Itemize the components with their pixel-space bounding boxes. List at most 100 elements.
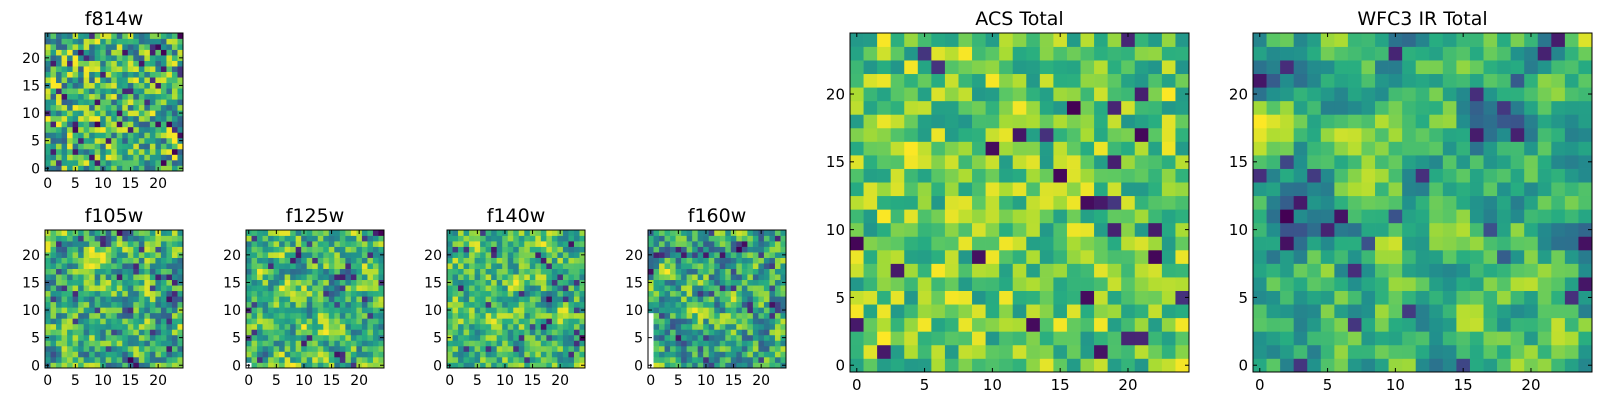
heatmap-cell [1080, 33, 1095, 47]
heatmap-cell [458, 285, 464, 292]
heatmap-cell [719, 285, 726, 292]
heatmap-cell [877, 195, 892, 210]
heatmap-cell [166, 285, 173, 292]
heatmap-cell [917, 33, 932, 47]
heatmap-cell [78, 230, 84, 236]
heatmap-cell [1347, 60, 1362, 75]
heatmap-cell [78, 126, 84, 133]
heatmap-cell [268, 301, 274, 308]
heatmap-cell [1578, 331, 1593, 346]
heatmap-cell [463, 323, 470, 330]
heatmap-cell [160, 268, 167, 275]
heatmap-cell [290, 279, 297, 286]
heatmap-cell [972, 331, 986, 346]
heatmap-cell [323, 301, 330, 308]
heatmap-cell [83, 235, 90, 242]
heatmap-cell [1175, 317, 1190, 332]
heatmap-cell [507, 263, 514, 269]
heatmap-cell [45, 44, 51, 50]
heatmap-cell [1497, 344, 1511, 359]
heatmap-cell [491, 323, 498, 330]
heatmap-cell [111, 44, 118, 50]
heatmap-cell [279, 340, 285, 347]
heatmap-cell [122, 132, 129, 139]
heatmap-cell [763, 268, 770, 275]
heatmap-cell [686, 329, 693, 336]
heatmap-cell [863, 304, 878, 319]
heatmap-cell [904, 73, 919, 88]
heatmap-cell [171, 351, 178, 358]
heatmap-cell [56, 252, 62, 258]
heatmap-cell [917, 249, 932, 264]
heatmap-cell [507, 241, 514, 247]
heatmap-cell [133, 143, 140, 150]
heatmap-cell [89, 126, 96, 133]
heatmap-cell [89, 44, 96, 50]
heatmap-cell [491, 312, 498, 319]
heatmap-cell [1537, 33, 1552, 47]
heatmap-cell [111, 356, 118, 363]
heatmap-cell [144, 345, 151, 352]
heatmap-cell [458, 235, 464, 242]
heatmap-cell [61, 165, 68, 172]
heatmap-cell [1388, 60, 1403, 75]
heatmap-cell [780, 312, 787, 319]
heatmap-cell [1564, 236, 1579, 251]
heatmap-cell [155, 307, 162, 314]
heatmap-cell [664, 362, 671, 369]
heatmap-cell [144, 323, 151, 330]
heatmap-cell [116, 252, 123, 258]
heatmap-cell [958, 60, 973, 75]
heatmap-cell [56, 312, 62, 319]
heatmap-cell [463, 285, 470, 292]
heatmap-cell [94, 318, 101, 325]
heatmap-cell [452, 230, 459, 236]
heatmap-cell [45, 241, 51, 247]
heatmap-cell [105, 340, 112, 347]
heatmap-cell [116, 230, 123, 236]
heatmap-cell [1266, 114, 1281, 129]
heatmap-cell [1497, 114, 1511, 129]
heatmap-cell [708, 279, 715, 286]
heatmap-cell [1121, 222, 1136, 237]
heatmap-cell [736, 323, 743, 330]
heatmap-cell [863, 317, 878, 332]
heatmap-cell [171, 121, 178, 128]
heatmap-cell [89, 71, 96, 78]
heatmap-cell [529, 252, 536, 258]
heatmap-cell [144, 44, 151, 50]
heatmap-cell [675, 307, 682, 314]
heatmap-cell [708, 356, 715, 363]
heatmap-cell [100, 88, 107, 95]
heatmap-cell [1039, 168, 1054, 183]
heatmap-cell [1415, 277, 1430, 291]
heatmap-cell [56, 82, 62, 89]
heatmap-cell [863, 46, 878, 61]
heatmap-cell [1066, 141, 1081, 156]
heatmap-cell [1066, 127, 1081, 142]
heatmap-cell [692, 356, 699, 363]
heatmap-cell [524, 263, 531, 269]
heatmap-cell [890, 331, 905, 346]
heatmap-cell [1469, 236, 1484, 251]
heatmap-cell [1551, 209, 1566, 224]
heatmap-cell [177, 263, 184, 269]
heatmap-cell [56, 263, 62, 269]
heatmap-cell [83, 252, 90, 258]
heatmap-cell [78, 165, 84, 172]
heatmap-cell [94, 143, 101, 150]
heatmap-cell [171, 290, 178, 297]
heatmap-cell [714, 290, 721, 297]
heatmap-cell [513, 307, 520, 314]
heatmap-cell [890, 236, 905, 251]
heatmap-cell [144, 77, 151, 84]
heatmap-cell [1415, 114, 1430, 129]
heatmap-cell [692, 296, 699, 303]
heatmap-cell [50, 318, 57, 325]
heatmap-cell [1080, 277, 1095, 291]
heatmap-cell [67, 159, 73, 166]
heatmap-cell [160, 312, 167, 319]
heatmap-cell [502, 274, 509, 281]
heatmap-cell [111, 121, 118, 128]
heatmap-cell [378, 329, 385, 336]
